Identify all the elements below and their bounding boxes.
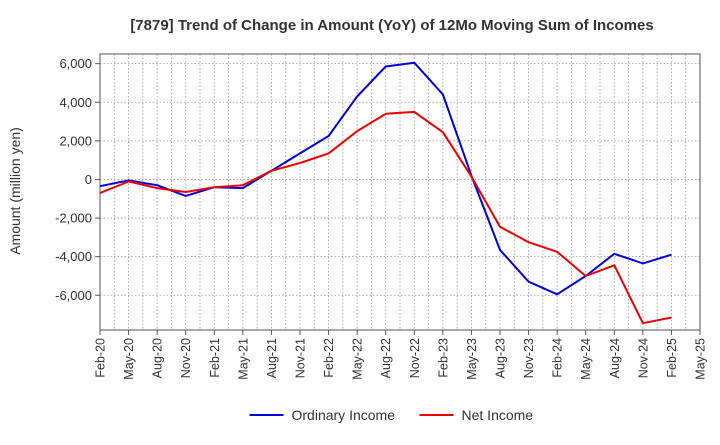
x-tick-label: Aug-22 <box>379 338 393 378</box>
x-tick-label: Nov-24 <box>636 338 650 378</box>
x-tick-label: May-24 <box>579 338 593 380</box>
x-tick-label: Nov-21 <box>294 338 308 378</box>
x-tick-label: Aug-24 <box>608 338 622 378</box>
x-tick-label: Aug-20 <box>151 338 165 378</box>
series-lines <box>99 61 672 325</box>
legend-label-ordinary-income: Ordinary Income <box>292 407 396 423</box>
x-tick-label: Feb-23 <box>436 338 450 378</box>
x-tick-label: May-25 <box>694 338 708 380</box>
x-tick-label: May-23 <box>465 338 479 380</box>
x-tick-label: Feb-21 <box>208 338 222 378</box>
x-tick-label: Nov-22 <box>408 338 422 378</box>
x-tick-label: Nov-20 <box>179 338 193 378</box>
y-tick-label: -2,000 <box>55 211 92 226</box>
chart-title: [7879] Trend of Change in Amount (YoY) o… <box>130 17 653 34</box>
legend: Ordinary Income Net Income <box>249 407 534 423</box>
y-tick-label: 2,000 <box>59 133 92 148</box>
x-tick-label: Feb-25 <box>665 338 679 378</box>
y-axis-label: Amount (million yen) <box>7 127 23 255</box>
y-tick-label: 0 <box>85 172 92 187</box>
x-tick-label: Aug-23 <box>494 338 508 378</box>
series-line-net-income <box>99 110 672 325</box>
x-tick-label: Nov-23 <box>522 338 536 378</box>
y-tick-label: -4,000 <box>55 249 92 264</box>
x-tick-label: Aug-21 <box>265 338 279 378</box>
x-tick-label: May-21 <box>236 338 250 380</box>
x-tick-label: Feb-20 <box>94 338 108 378</box>
y-tick-label: 4,000 <box>59 95 92 110</box>
y-tick-label: -6,000 <box>55 288 92 303</box>
y-tick-label: 6,000 <box>59 56 92 71</box>
series-line-ordinary-income <box>99 61 672 296</box>
legend-label-net-income: Net Income <box>462 407 534 423</box>
axis-ticks: 6,000 4,000 2,000 0 -2,000 -4,000 -6,000 Feb-20… <box>55 56 707 380</box>
x-tick-label: May-22 <box>351 338 365 380</box>
x-tick-label: Feb-24 <box>551 338 565 378</box>
x-tick-label: May-20 <box>122 338 136 380</box>
x-tick-label: Feb-22 <box>322 338 336 378</box>
